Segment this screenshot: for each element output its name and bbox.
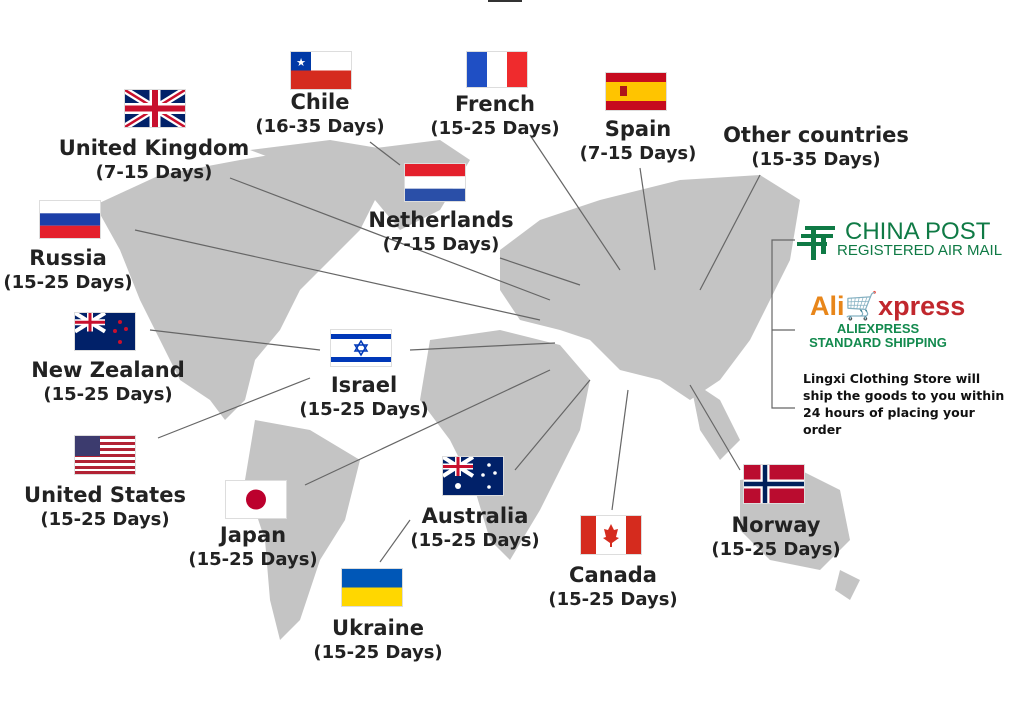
svg-text:★: ★ — [296, 56, 306, 69]
country-name: Israel — [330, 373, 398, 397]
country-name: United States — [24, 483, 186, 507]
country-name: Norway — [731, 513, 821, 537]
destination-other-countries: Other countries (15-35 Days) — [723, 123, 909, 173]
country-name: French — [455, 92, 535, 116]
country-name: United Kingdom — [58, 136, 250, 160]
delivery-days: (15-25 Days) — [299, 399, 429, 420]
delivery-days: (15-25 Days) — [188, 549, 318, 570]
delivery-days: (15-25 Days) — [40, 509, 170, 530]
japan-flag — [226, 481, 286, 518]
destination-australia: Australia (15-25 Days) — [410, 504, 539, 554]
uk-flag — [125, 90, 185, 127]
shipping-note: Lingxi Clothing Store will ship the good… — [803, 371, 1005, 437]
norway-flag — [744, 465, 804, 503]
delivery-days: (15-25 Days) — [711, 539, 841, 560]
delivery-days: (7-15 Days) — [579, 143, 697, 164]
china-post-title: CHINA POST — [845, 218, 991, 245]
destination-united-kingdom: United Kingdom (7-15 Days) — [59, 136, 250, 186]
canada-flag — [581, 516, 641, 554]
delivery-days: (7-15 Days) — [382, 234, 500, 255]
destination-japan: Japan (15-25 Days) — [188, 523, 317, 573]
delivery-days: (15-25 Days) — [430, 118, 560, 139]
destination-israel: Israel (15-25 Days) — [299, 373, 428, 423]
chile-flag: ★ — [291, 52, 351, 89]
delivery-days: (15-25 Days) — [313, 642, 443, 663]
country-name: Chile — [290, 90, 350, 114]
delivery-days: (7-15 Days) — [95, 162, 213, 183]
destination-russia: Russia (15-25 Days) — [3, 246, 132, 296]
country-name: Russia — [29, 246, 107, 270]
delivery-days: (15-25 Days) — [3, 272, 133, 293]
destination-spain: Spain (7-15 Days) — [580, 117, 697, 167]
destination-norway: Norway (15-25 Days) — [711, 513, 840, 563]
australia-flag — [443, 457, 503, 495]
aliexpress-logo-ali: Ali — [810, 291, 845, 321]
country-name: Netherlands — [368, 208, 514, 232]
delivery-days: (15-25 Days) — [43, 384, 173, 405]
country-name: Japan — [219, 523, 287, 547]
delivery-days: (15-35 Days) — [751, 149, 881, 170]
country-name: Canada — [569, 563, 657, 587]
delivery-days: (15-25 Days) — [548, 589, 678, 610]
russia-flag — [40, 201, 100, 238]
aliexpress-shipping: ALIEXPRESS STANDARD SHIPPING — [805, 322, 951, 350]
aliexpress-logo-express: xpress — [878, 291, 966, 321]
ukraine-flag — [342, 569, 402, 606]
country-name: Australia — [421, 504, 529, 528]
usa-flag — [75, 436, 135, 474]
cart-icon: 🛒 — [844, 291, 879, 321]
destination-ukraine: Ukraine (15-25 Days) — [313, 616, 442, 666]
netherlands-flag — [405, 164, 465, 201]
destination-netherlands: Netherlands (7-15 Days) — [368, 208, 513, 258]
new-zealand-flag — [75, 313, 135, 350]
country-name: Other countries — [723, 123, 909, 147]
country-name: Spain — [604, 117, 672, 141]
aliexpress-line2: STANDARD SHIPPING — [809, 335, 947, 350]
china-post-subtitle: REGISTERED AIR MAIL — [837, 242, 1003, 259]
country-name: Ukraine — [332, 616, 424, 640]
destination-united-states: United States (15-25 Days) — [24, 483, 186, 533]
destination-canada: Canada (15-25 Days) — [548, 563, 677, 613]
destination-french: French (15-25 Days) — [430, 92, 559, 142]
aliexpress-line1: ALIEXPRESS — [836, 321, 920, 336]
israel-flag — [331, 330, 391, 366]
spain-flag — [606, 73, 666, 110]
country-name: New Zealand — [31, 358, 185, 382]
china-post-icon — [797, 226, 835, 260]
destination-chile: Chile (16-35 Days) — [255, 90, 384, 140]
destination-new-zealand: New Zealand (15-25 Days) — [31, 358, 185, 408]
leader-lines — [134, 134, 795, 563]
delivery-days: (15-25 Days) — [410, 530, 540, 551]
delivery-days: (16-35 Days) — [255, 116, 385, 137]
aliexpress-logo: Ali🛒xpress — [810, 290, 965, 322]
france-flag — [467, 52, 527, 87]
